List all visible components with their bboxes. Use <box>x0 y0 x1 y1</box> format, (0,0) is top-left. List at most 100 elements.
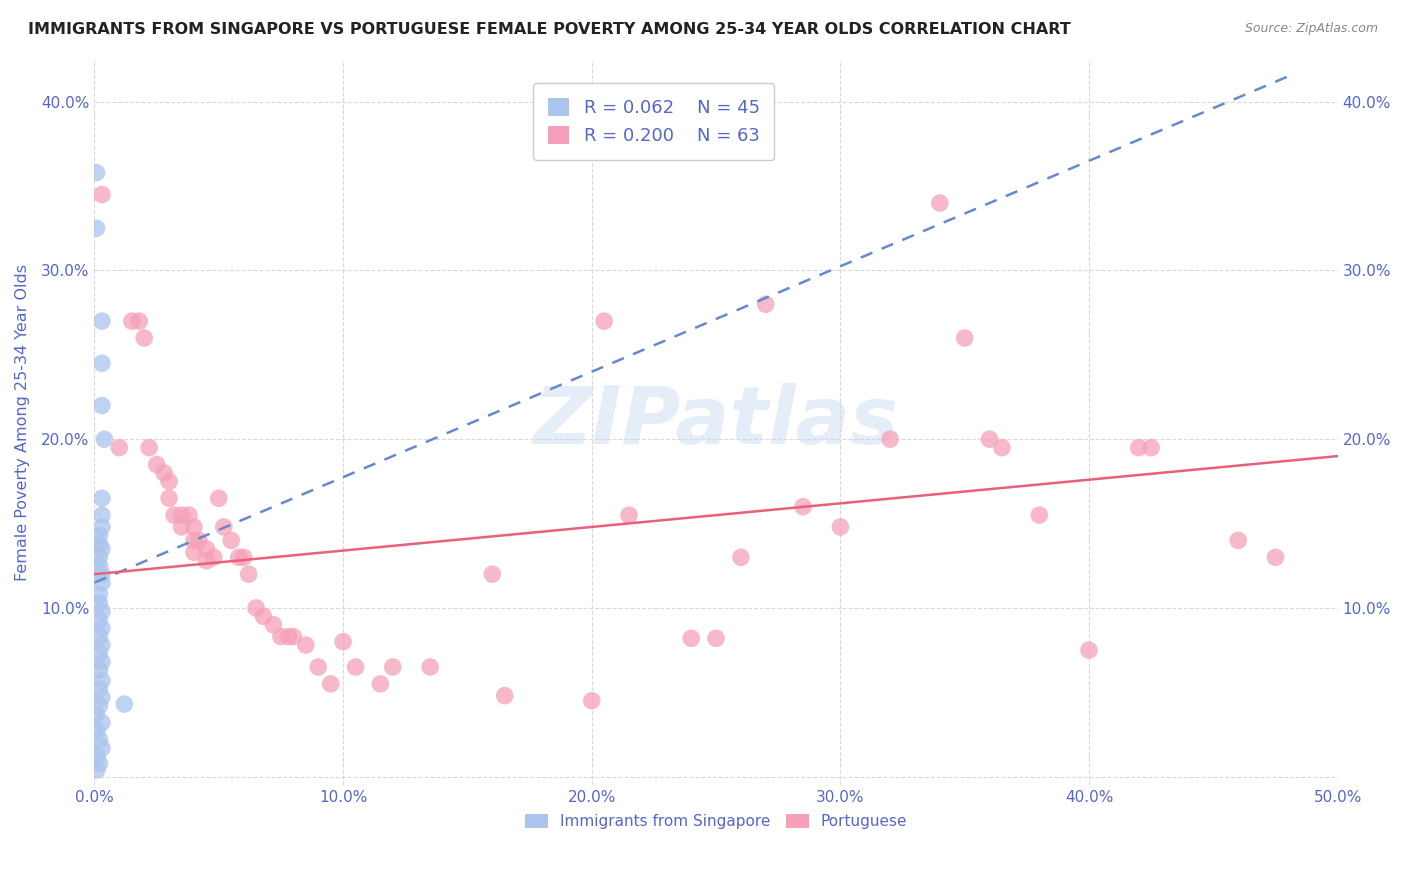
Point <box>86 707 108 722</box>
Point <box>89 550 111 565</box>
Point <box>295 638 318 652</box>
Point <box>208 491 231 506</box>
Point <box>134 331 156 345</box>
Point <box>979 432 1001 446</box>
Point <box>138 441 160 455</box>
Point <box>89 664 111 678</box>
Point <box>93 432 115 446</box>
Point <box>792 500 814 514</box>
Point <box>755 297 778 311</box>
Point <box>332 634 354 648</box>
Point <box>381 660 404 674</box>
Point <box>730 550 752 565</box>
Point <box>228 550 250 565</box>
Point <box>145 458 167 472</box>
Point <box>183 533 205 548</box>
Point <box>494 689 516 703</box>
Point <box>89 587 111 601</box>
Point <box>283 630 305 644</box>
Point <box>89 756 111 771</box>
Text: ZIPatlas: ZIPatlas <box>533 384 898 461</box>
Point <box>89 596 111 610</box>
Point <box>170 508 193 523</box>
Point <box>183 520 205 534</box>
Point <box>245 601 267 615</box>
Point <box>89 630 111 644</box>
Point <box>89 647 111 661</box>
Point <box>232 550 254 565</box>
Point <box>581 694 603 708</box>
Point <box>86 724 108 739</box>
Y-axis label: Female Poverty Among 25-34 Year Olds: Female Poverty Among 25-34 Year Olds <box>15 264 30 581</box>
Point <box>195 554 218 568</box>
Point <box>1140 441 1163 455</box>
Point <box>1264 550 1286 565</box>
Point <box>183 545 205 559</box>
Point <box>202 550 225 565</box>
Point <box>419 660 441 674</box>
Point <box>86 749 108 764</box>
Point <box>212 520 235 534</box>
Point <box>177 508 200 523</box>
Point <box>681 632 703 646</box>
Point <box>953 331 976 345</box>
Point <box>263 617 285 632</box>
Point <box>86 166 108 180</box>
Point <box>252 609 274 624</box>
Point <box>108 441 131 455</box>
Point <box>90 314 112 328</box>
Point <box>89 558 111 573</box>
Point <box>90 187 112 202</box>
Point <box>89 681 111 696</box>
Point <box>90 715 112 730</box>
Point <box>270 630 292 644</box>
Point <box>928 196 950 211</box>
Point <box>90 508 112 523</box>
Point <box>90 690 112 705</box>
Point <box>86 763 108 777</box>
Point <box>370 677 392 691</box>
Point <box>90 638 112 652</box>
Point <box>195 541 218 556</box>
Point <box>163 508 186 523</box>
Point <box>277 630 299 644</box>
Point <box>90 655 112 669</box>
Point <box>830 520 852 534</box>
Point <box>1227 533 1250 548</box>
Point <box>1128 441 1150 455</box>
Point <box>128 314 150 328</box>
Point <box>187 533 209 548</box>
Point <box>90 399 112 413</box>
Point <box>89 732 111 747</box>
Point <box>157 491 180 506</box>
Point <box>90 621 112 635</box>
Point <box>89 613 111 627</box>
Point <box>1078 643 1101 657</box>
Point <box>90 673 112 688</box>
Point <box>481 567 503 582</box>
Point <box>219 533 242 548</box>
Point <box>86 221 108 235</box>
Point <box>89 537 111 551</box>
Point <box>238 567 260 582</box>
Point <box>121 314 143 328</box>
Point <box>90 356 112 370</box>
Point <box>617 508 640 523</box>
Point <box>90 575 112 590</box>
Legend: Immigrants from Singapore, Portuguese: Immigrants from Singapore, Portuguese <box>519 808 914 836</box>
Point <box>319 677 342 691</box>
Text: IMMIGRANTS FROM SINGAPORE VS PORTUGUESE FEMALE POVERTY AMONG 25-34 YEAR OLDS COR: IMMIGRANTS FROM SINGAPORE VS PORTUGUESE … <box>28 22 1071 37</box>
Point <box>89 698 111 713</box>
Point <box>153 466 176 480</box>
Point <box>704 632 727 646</box>
Point <box>1028 508 1050 523</box>
Point <box>991 441 1014 455</box>
Point <box>90 541 112 556</box>
Point <box>90 567 112 582</box>
Text: Source: ZipAtlas.com: Source: ZipAtlas.com <box>1244 22 1378 36</box>
Point <box>112 697 135 711</box>
Point <box>170 520 193 534</box>
Point <box>90 491 112 506</box>
Point <box>879 432 901 446</box>
Point <box>307 660 329 674</box>
